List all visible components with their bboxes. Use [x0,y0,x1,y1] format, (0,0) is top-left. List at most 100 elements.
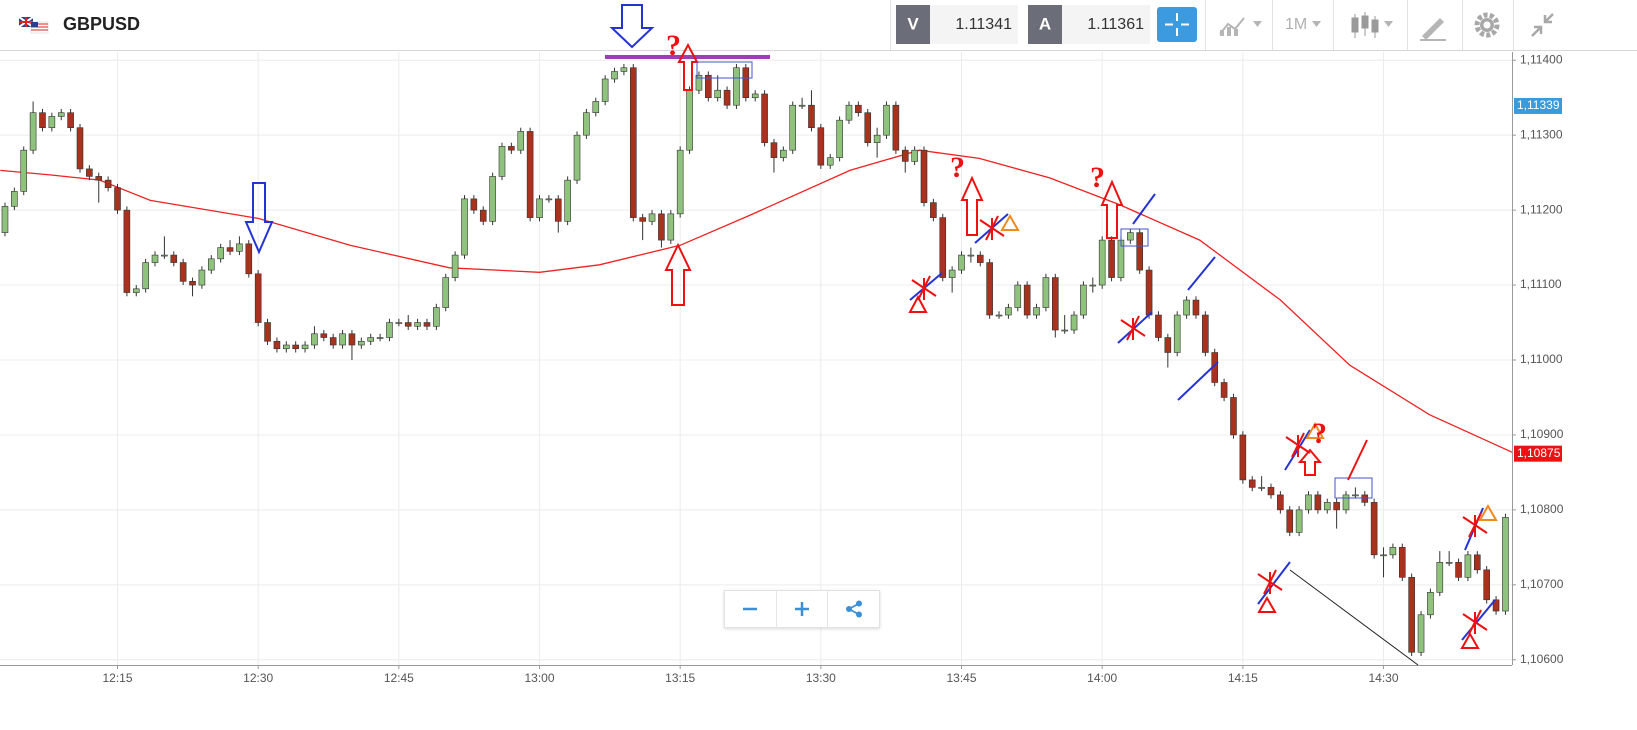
candle-body [1352,494,1359,497]
candle-body [1464,554,1472,578]
candle-body [245,243,253,275]
candle-body [1408,577,1415,653]
candle-body [1155,314,1162,338]
candle-body [170,254,178,263]
trend-stroke [1347,439,1368,481]
zoom-out-button[interactable] [725,591,777,627]
buy-price[interactable]: 1.11361 [1087,16,1144,33]
x-tick-label: 12:45 [384,671,414,685]
candle-body [161,254,168,257]
highlight-box [1334,477,1373,499]
y-tick-label: 1,11300 [1520,127,1563,141]
candle-body [348,333,356,346]
candle-body [780,149,787,158]
candle-body [11,191,18,207]
y-tick-label: 1,10600 [1520,652,1564,666]
cross-marks [911,215,1488,635]
y-tick-label: 1,10800 [1520,502,1564,516]
candle-body [1333,502,1340,511]
candle-body [1314,494,1322,511]
candle-body [395,322,403,324]
timeframe[interactable]: 1M [1285,16,1307,33]
candle-body [1014,284,1022,308]
buy-button[interactable] [1028,5,1062,44]
sell-price[interactable]: 1.11341 [955,16,1012,33]
candle-body [873,134,881,143]
candle-body [920,149,928,203]
candle-body [1070,314,1078,331]
sell-label[interactable]: V [907,14,919,33]
sell-button[interactable] [896,5,930,44]
candle-body [545,198,553,201]
candle-body [311,333,318,346]
candle-body [1202,314,1209,353]
candle-body [573,134,581,181]
candle-body [29,112,37,151]
candle-body [67,112,74,128]
candle-body [1474,554,1481,571]
zoom-in-button[interactable] [777,591,829,627]
candle-body [817,127,825,166]
collapse-icon[interactable] [1531,13,1554,37]
settings-icon[interactable] [1474,12,1500,38]
x-tick-label: 12:30 [243,671,273,685]
candle-body [1173,314,1181,353]
candle-body [986,262,993,316]
buy-label[interactable]: A [1039,14,1051,33]
candle-body [1258,487,1265,489]
candles-icon[interactable] [1351,12,1393,38]
draw-icon[interactable] [1420,18,1446,41]
buy-price-box[interactable] [1062,5,1150,44]
candle-body [292,344,299,350]
crosshair-button[interactable] [1157,7,1197,42]
candle-body [1445,562,1453,564]
candle-body [948,269,956,278]
share-icon[interactable] [845,600,863,618]
candle-body [751,93,759,99]
candle-body [658,213,665,241]
x-tick-label: 13:15 [665,671,695,685]
candle-body [1127,232,1134,241]
candle-body [733,67,740,106]
candle-body [104,179,112,188]
candle-body [1492,599,1500,612]
zoom-out-icon[interactable] [742,601,758,617]
candle-body [20,149,28,192]
candle-body [189,281,196,286]
candle-body [39,112,46,128]
candle-body [620,67,628,72]
x-tick-label: 13:00 [524,671,554,685]
candle-body [648,213,656,222]
x-tick-label: 14:15 [1228,671,1258,685]
candle-body [1267,487,1275,496]
zoom-in-icon[interactable] [794,601,810,617]
candle-body [836,119,843,158]
share-button[interactable] [828,591,879,627]
candle-body [536,198,543,218]
candle-body [376,337,384,339]
y-tick-label: 1,10700 [1520,577,1564,591]
question-mark: ? [950,151,965,184]
candle-body [770,142,778,158]
candle-body [517,131,525,151]
candle-body [1342,494,1350,511]
candle-body [179,262,187,282]
highlight-box [696,61,753,79]
up-arrow [960,175,984,236]
candle-body [1277,494,1284,511]
candle-body [714,89,721,99]
crosshair-icon[interactable] [1165,13,1189,36]
candle-body [1483,569,1490,601]
candle-body [479,209,487,222]
chart-type-icon[interactable] [1219,17,1262,36]
candle-body [1080,284,1087,316]
candle-body [1436,562,1444,593]
candle-body [1051,277,1059,331]
candle-body [283,344,290,350]
candle-body [808,104,815,128]
candle-body [114,187,121,211]
dropdown-caret[interactable] [1312,21,1321,27]
annotations: ? ? ? ? [244,4,1498,666]
sell-price-box[interactable] [930,5,1018,44]
